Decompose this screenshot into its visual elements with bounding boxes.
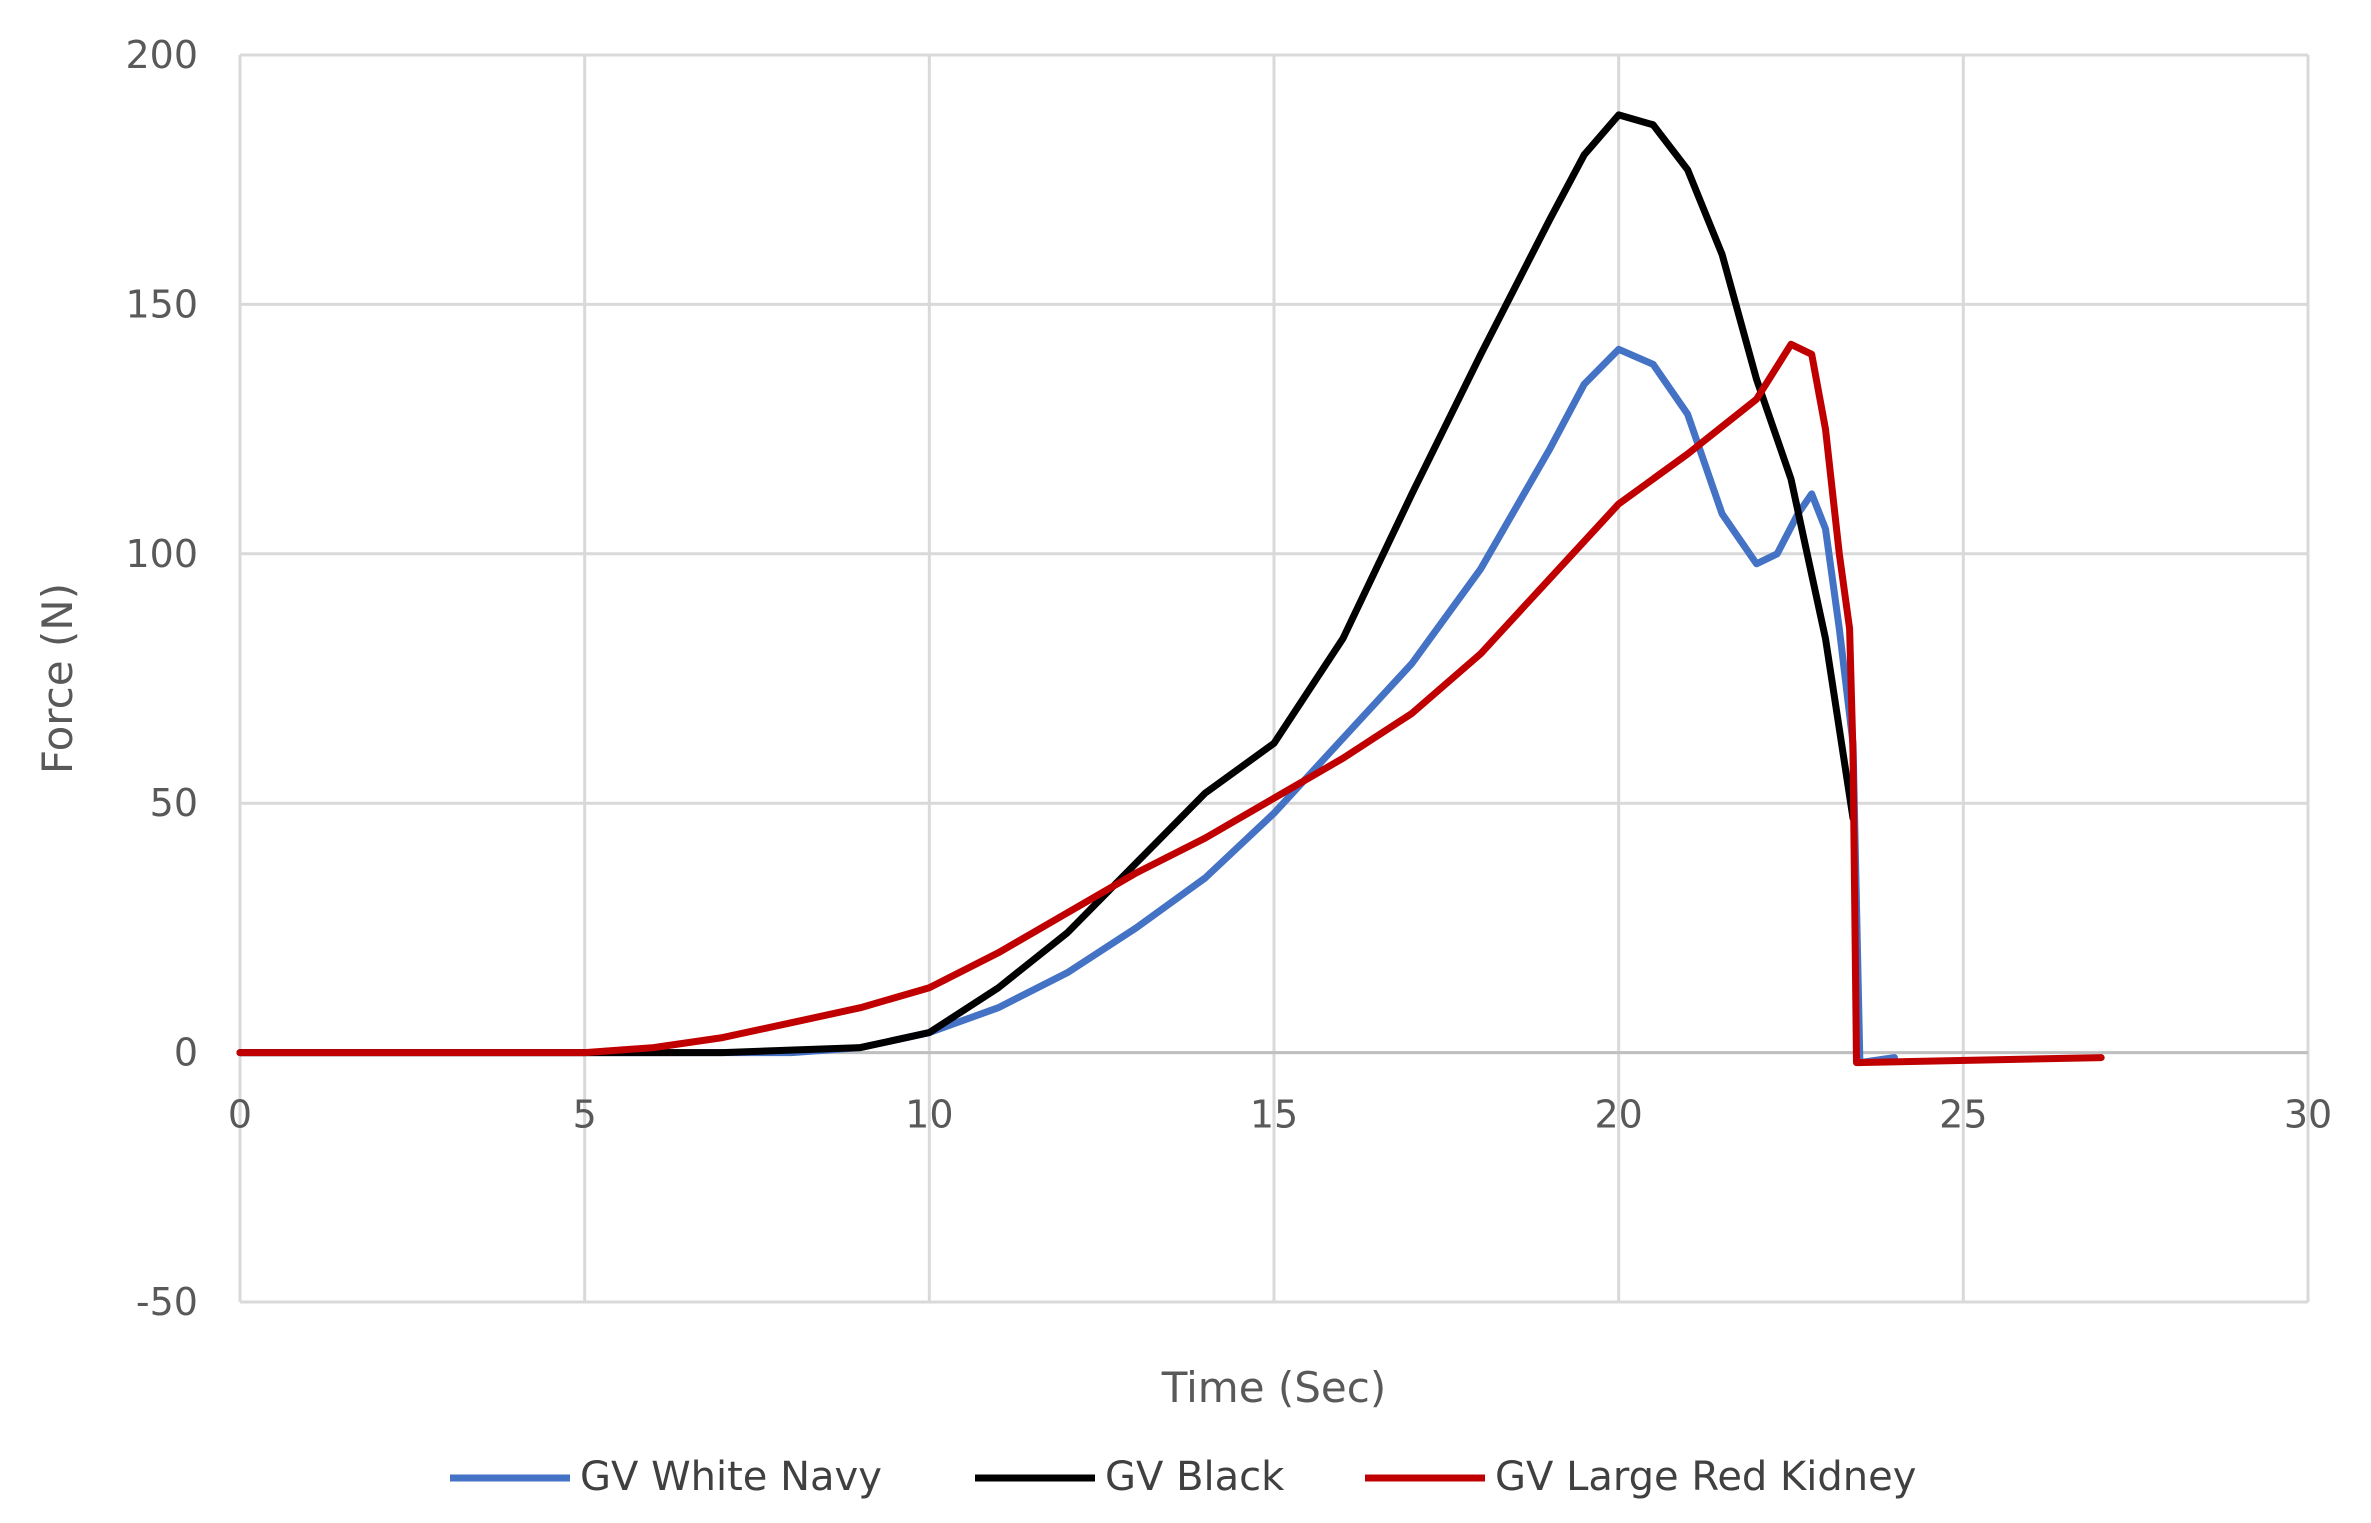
legend-label: GV White Navy bbox=[580, 1454, 882, 1500]
legend-label: GV Black bbox=[1105, 1454, 1285, 1500]
series-line-1 bbox=[236, 345, 1898, 1067]
y-tick-label: 200 bbox=[125, 33, 198, 77]
y-tick-label: -50 bbox=[136, 1280, 198, 1324]
legend: GV White Navy GV Black GV Large Red Kidney bbox=[450, 1454, 1916, 1500]
gridlines bbox=[238, 53, 2310, 1304]
y-tick-label: 150 bbox=[125, 282, 198, 326]
y-tick-label: 0 bbox=[174, 1031, 198, 1075]
y-tick-label: 50 bbox=[150, 781, 198, 825]
x-axis-title: Time (Sec) bbox=[1161, 1363, 1387, 1412]
x-tick-label: 20 bbox=[1594, 1093, 1642, 1137]
x-tick-label: 10 bbox=[905, 1093, 953, 1137]
x-tick-label: 5 bbox=[573, 1093, 597, 1137]
series-lines bbox=[236, 111, 2105, 1067]
x-tick-label: 15 bbox=[1250, 1093, 1298, 1137]
legend-label: GV Large Red Kidney bbox=[1495, 1454, 1916, 1500]
x-tick-label: 25 bbox=[1939, 1093, 1987, 1137]
series-line-2 bbox=[236, 111, 1857, 1057]
tick-labels: 0 5 10 15 20 25 30 -50 0 50 100 150 200 bbox=[125, 33, 2332, 1324]
x-tick-label: 30 bbox=[2284, 1093, 2332, 1137]
y-tick-label: 100 bbox=[125, 532, 198, 576]
x-tick-label: 0 bbox=[228, 1093, 252, 1137]
series-line-3 bbox=[236, 340, 2105, 1067]
y-axis-title: Force (N) bbox=[33, 583, 82, 774]
